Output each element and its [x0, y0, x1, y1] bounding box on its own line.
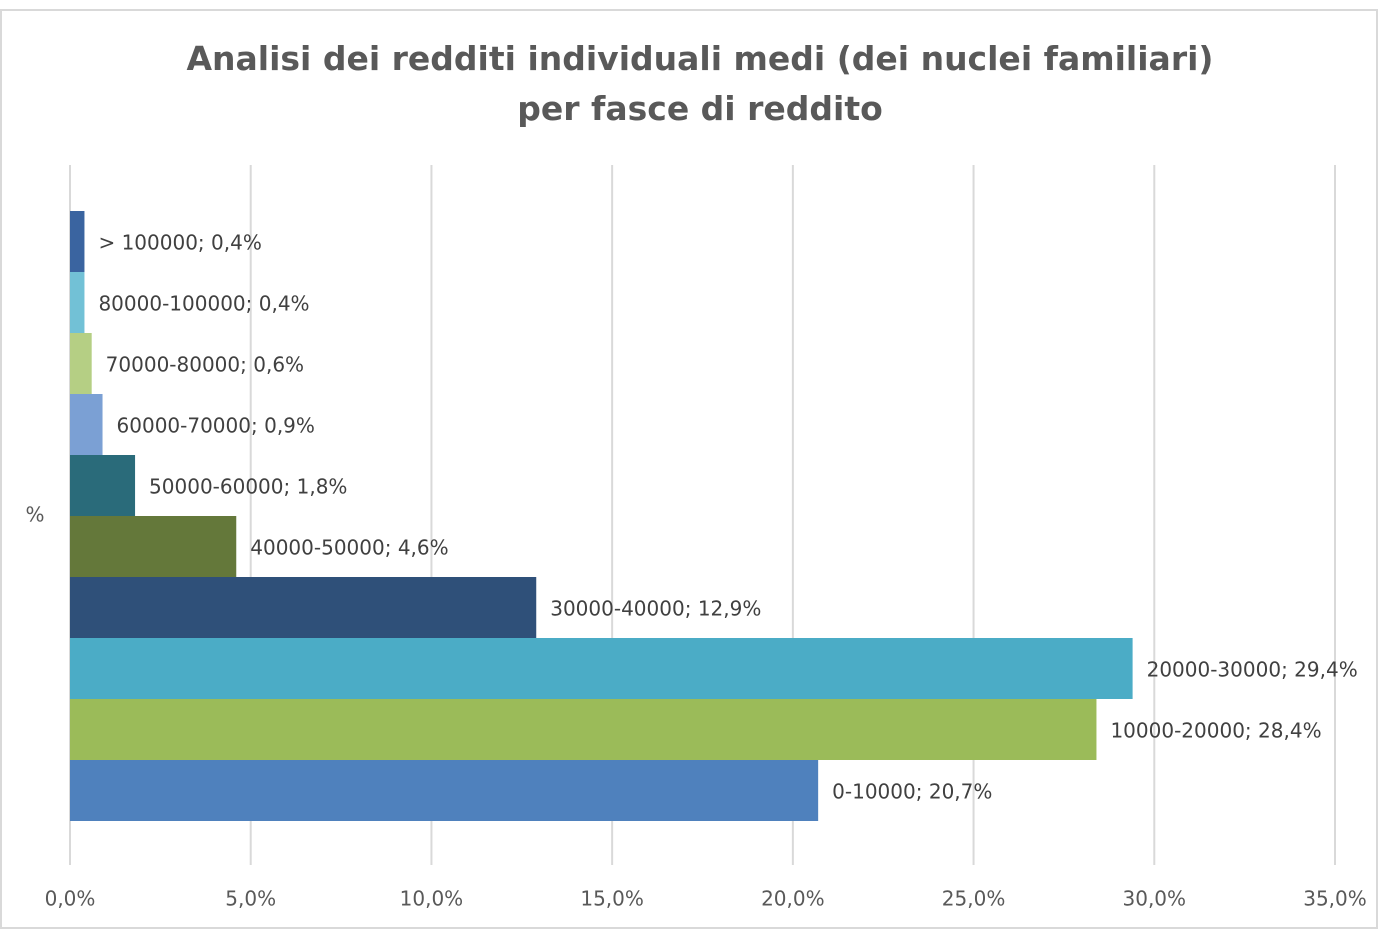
data-label-value: 0,4%	[211, 230, 262, 254]
data-label-value: 0,9%	[264, 413, 315, 437]
data-label-separator: ;	[1281, 657, 1294, 681]
data-label: 20000-30000; 29,4%	[1147, 657, 1358, 681]
x-tick-label: 30,0%	[1123, 887, 1187, 911]
data-label-separator: ;	[240, 352, 253, 376]
data-label-value: 20,7%	[929, 779, 993, 803]
data-label-separator: ;	[284, 474, 297, 498]
data-label-name: 70000-80000	[106, 352, 240, 376]
data-label-separator: ;	[916, 779, 929, 803]
data-label-name: > 100000	[98, 230, 197, 254]
data-label-separator: ;	[1245, 718, 1258, 742]
data-label: 80000-100000; 0,4%	[98, 291, 309, 315]
data-label: 60000-70000; 0,9%	[117, 413, 315, 437]
data-label-name: 40000-50000	[250, 535, 384, 559]
data-label: 30000-40000; 12,9%	[550, 596, 761, 620]
bar	[70, 333, 92, 394]
bar	[70, 211, 85, 272]
bar	[70, 638, 1133, 699]
data-label: 50000-60000; 1,8%	[149, 474, 347, 498]
chart-title: Analisi dei redditi individuali medi (de…	[186, 39, 1214, 128]
data-label-separator: ;	[198, 230, 211, 254]
data-label-name: 0-10000	[832, 779, 916, 803]
data-label-value: 12,9%	[698, 596, 762, 620]
data-label-separator: ;	[246, 291, 259, 315]
data-label: > 100000; 0,4%	[98, 230, 261, 254]
bar	[70, 760, 819, 821]
data-label-value: 28,4%	[1258, 718, 1322, 742]
data-label-value: 4,6%	[398, 535, 449, 559]
data-label-separator: ;	[251, 413, 264, 437]
x-tick-label: 15,0%	[580, 887, 644, 911]
x-tick-label: 35,0%	[1303, 887, 1367, 911]
data-label-value: 0,4%	[259, 291, 310, 315]
data-label: 70000-80000; 0,6%	[106, 352, 304, 376]
bar	[70, 516, 237, 577]
chart-frame	[0, 9, 1378, 929]
data-label-separator: ;	[385, 535, 398, 559]
bar	[70, 272, 85, 333]
data-label-name: 10000-20000	[1110, 718, 1244, 742]
x-tick-label: 0,0%	[45, 887, 96, 911]
x-tick-label: 25,0%	[942, 887, 1006, 911]
bar	[70, 394, 103, 455]
x-tick-label: 5,0%	[225, 887, 276, 911]
data-label-name: 60000-70000	[117, 413, 251, 437]
x-tick-label: 20,0%	[761, 887, 825, 911]
data-label-separator: ;	[685, 596, 698, 620]
data-label: 10000-20000; 28,4%	[1110, 718, 1321, 742]
bar	[70, 455, 136, 516]
data-label: 40000-50000; 4,6%	[250, 535, 448, 559]
data-label-value: 1,8%	[297, 474, 348, 498]
data-label-value: 29,4%	[1294, 657, 1358, 681]
bar	[70, 577, 537, 638]
bar	[70, 699, 1097, 760]
data-label-value: 0,6%	[253, 352, 304, 376]
x-tick-label: 10,0%	[400, 887, 464, 911]
data-label: 0-10000; 20,7%	[832, 779, 992, 803]
data-label-name: 30000-40000	[550, 596, 684, 620]
data-label-name: 50000-60000	[149, 474, 283, 498]
y-category-label: %	[25, 503, 44, 527]
data-label-name: 80000-100000	[98, 291, 245, 315]
data-label-name: 20000-30000	[1147, 657, 1281, 681]
